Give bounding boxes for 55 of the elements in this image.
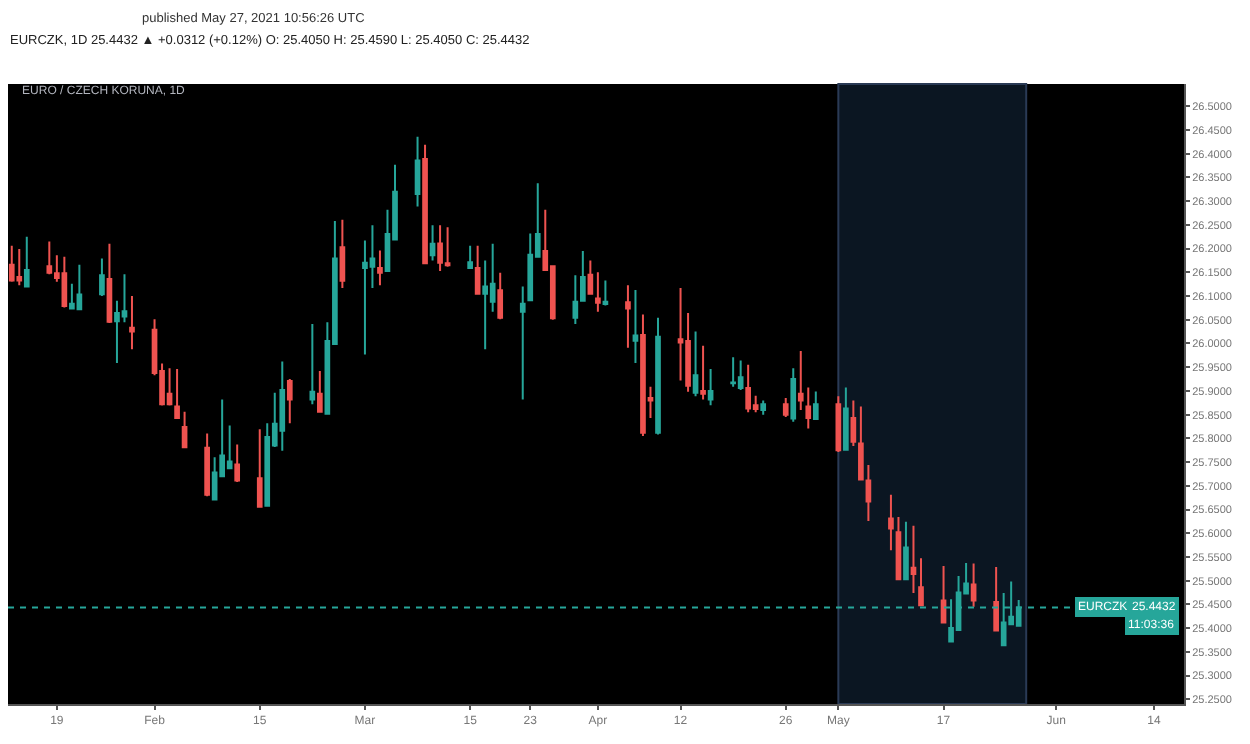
candlestick — [437, 224, 443, 272]
candlestick — [429, 224, 436, 262]
candlestick — [256, 428, 263, 508]
candlestick — [474, 244, 481, 296]
candlestick — [61, 255, 68, 309]
candlestick — [76, 263, 83, 311]
candlestick — [23, 235, 30, 288]
candlestick — [707, 368, 714, 407]
candlestick — [655, 316, 661, 436]
candlestick — [422, 143, 428, 265]
candlestick — [587, 259, 594, 296]
candlestick — [640, 313, 646, 437]
candlestick — [377, 249, 383, 287]
candlestick — [812, 390, 819, 420]
candlestick — [99, 257, 105, 298]
candlestick — [497, 271, 504, 321]
candlestick — [467, 244, 473, 270]
candlestick — [632, 288, 639, 364]
candlestick — [46, 240, 53, 276]
candlestick — [918, 557, 924, 607]
candlestick — [317, 370, 323, 413]
candlestick — [700, 344, 706, 401]
candlestick — [790, 367, 797, 423]
candlestick — [903, 520, 909, 581]
candlestick — [782, 397, 789, 418]
candlestick — [279, 360, 286, 452]
candlestick — [993, 565, 999, 632]
candlestick — [309, 323, 316, 406]
candlestick — [414, 135, 421, 208]
candlestick — [835, 395, 842, 454]
candlestick — [181, 410, 188, 449]
candlestick — [625, 284, 631, 349]
candlestick — [16, 248, 23, 287]
candlestick — [166, 367, 173, 407]
candlestick — [910, 524, 917, 594]
candlestick — [602, 279, 609, 307]
candlestick — [970, 562, 977, 608]
candlestick — [737, 359, 744, 391]
candlestick — [760, 399, 767, 416]
candlestick — [595, 271, 601, 313]
candlestick — [339, 218, 346, 289]
candlestick — [730, 356, 736, 388]
candlestick — [129, 295, 135, 351]
candlestick — [106, 242, 113, 325]
candlestick — [234, 443, 241, 483]
candlestick — [444, 226, 451, 268]
candlestick — [745, 363, 751, 414]
candlestick — [843, 386, 849, 451]
candlestick — [940, 564, 947, 624]
candlestick — [850, 399, 857, 447]
candlestick — [174, 368, 180, 419]
candlestick — [8, 244, 15, 283]
candlestick — [692, 330, 699, 398]
candlestick — [286, 378, 293, 425]
candlestick — [204, 432, 210, 498]
